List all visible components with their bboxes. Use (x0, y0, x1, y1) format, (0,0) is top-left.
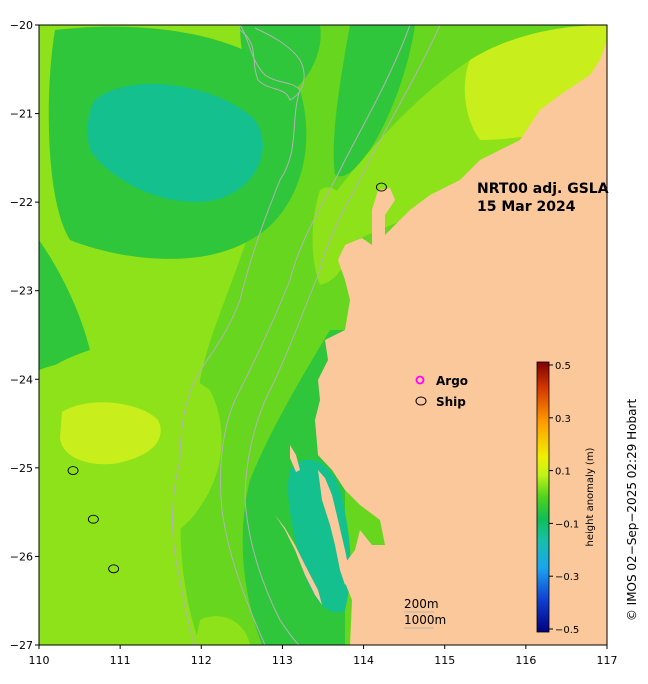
ship-observation-marker (87, 514, 99, 524)
x-tick-label: 111 (110, 654, 131, 667)
y-axis: −20 −21 −22 −23 −24 −25 −26 −27 (10, 19, 39, 652)
x-tick-label: 117 (597, 654, 618, 667)
y-tick-label: −21 (10, 108, 33, 121)
observation-legend: Argo Ship (415, 374, 468, 409)
product-title: NRT00 adj. GSLA (477, 181, 609, 197)
anomaly-region-light-south (195, 616, 250, 645)
colorbar-tick-label: −0.5 (555, 625, 579, 636)
colorbar: 0.5 0.3 0.1 −0.1 −0.3 −0.5 height anomaly (m) (536, 361, 596, 636)
peron-peninsula (318, 470, 350, 585)
x-tick-label: 110 (29, 654, 50, 667)
x-tick-label: 112 (191, 654, 212, 667)
shark-bay-water (295, 470, 343, 610)
bernier-island (290, 445, 300, 472)
colorbar-tick-label: −0.3 (555, 572, 579, 583)
colorbar-gradient (536, 361, 550, 633)
y-tick-label: −22 (10, 196, 33, 209)
depth-label-200m: 200m (404, 597, 439, 611)
ship-observation-marker (67, 466, 79, 475)
australia-land (315, 40, 607, 645)
colorbar-tick-label: 0.1 (555, 467, 571, 478)
x-tick-label: 113 (272, 654, 293, 667)
argo-legend-label: Argo (436, 374, 468, 388)
anomaly-region-green-west (39, 240, 90, 380)
product-date: 15 Mar 2024 (477, 199, 576, 215)
dirk-hartog-island (275, 515, 322, 605)
x-tick-label: 114 (353, 654, 374, 667)
colorbar-tick-label: −0.1 (555, 519, 579, 530)
anomaly-region-green-north (240, 25, 321, 100)
bathymetry-1000m-contour (220, 25, 411, 645)
bathymetry-outer-contour (172, 25, 301, 645)
exmouth-peninsula (372, 188, 395, 245)
colorbar-label: height anomaly (m) (585, 447, 596, 546)
map-frame (38, 24, 608, 646)
anomaly-region-teal-eddy (87, 83, 263, 202)
argo-symbol (415, 375, 425, 385)
x-axis: 110 111 112 113 114 115 116 117 (29, 645, 618, 667)
colorbar-tick-label: 0.3 (555, 414, 571, 425)
anomaly-region-yellow-southwest (60, 402, 161, 465)
ship-legend-label: Ship (436, 395, 466, 409)
bathymetry-plateau-contour (239, 27, 305, 101)
y-tick-label: −20 (10, 19, 33, 32)
ship-markers (67, 182, 387, 574)
map-plot-area (39, 25, 607, 645)
colorbar-tick-label: 0.5 (555, 361, 571, 372)
y-tick-label: −27 (10, 639, 33, 652)
ship-observation-marker (375, 182, 387, 192)
y-tick-label: −24 (10, 373, 33, 386)
y-tick-label: −23 (10, 285, 33, 298)
depth-label-1000m: 1000m (404, 613, 446, 627)
y-tick-label: −26 (10, 550, 33, 563)
x-tick-label: 115 (434, 654, 455, 667)
ship-symbol (415, 396, 427, 406)
ship-observation-marker (108, 564, 120, 574)
credit-text: © IMOS 02−Sep−2025 02:29 Hobart (625, 399, 639, 622)
x-tick-label: 116 (515, 654, 536, 667)
bathymetry-200m-contour (244, 25, 441, 645)
y-tick-label: −25 (10, 462, 33, 475)
